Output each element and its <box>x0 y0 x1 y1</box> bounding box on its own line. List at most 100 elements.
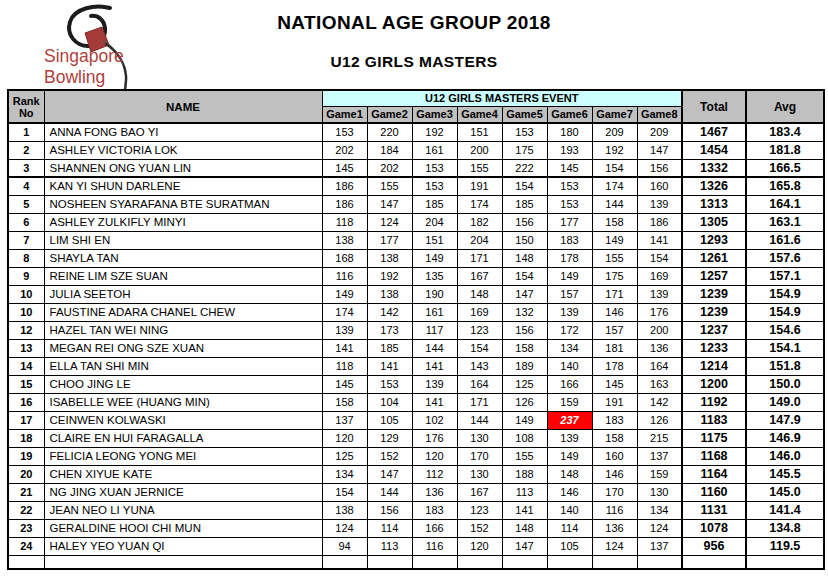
game5-score-cell: 141 <box>502 501 547 519</box>
player-name-cell <box>44 555 322 569</box>
game5-score-cell: 113 <box>502 483 547 501</box>
rank-cell: 3 <box>8 159 44 177</box>
game4-score-cell: 167 <box>457 267 502 285</box>
avg-column-header: Avg <box>746 90 824 123</box>
rank-cell: 7 <box>8 231 44 249</box>
player-name-cell: ISABELLE WEE (HUANG MIN) <box>44 393 322 411</box>
game4-score-cell: 144 <box>457 411 502 429</box>
game5-score-cell: 149 <box>502 411 547 429</box>
table-row: 13MEGAN REI ONG SZE XUAN1411851441541581… <box>8 339 824 357</box>
game1-score-cell: 138 <box>322 231 367 249</box>
table-row: 17CEINWEN KOLWASKI1371051021441492371831… <box>8 411 824 429</box>
game3-score-cell: 144 <box>412 339 457 357</box>
game4-score-cell: 130 <box>457 465 502 483</box>
game5-score-cell <box>502 555 547 569</box>
game5-score-cell: 188 <box>502 465 547 483</box>
avg-cell: 146.0 <box>746 447 824 465</box>
game6-score-cell: 140 <box>547 501 592 519</box>
game5-score-cell: 154 <box>502 177 547 195</box>
game2-score-cell: 124 <box>367 213 412 231</box>
total-cell: 1168 <box>682 447 746 465</box>
player-name-cell: KAN YI SHUN DARLENE <box>44 177 322 195</box>
game8-score-cell: 163 <box>637 375 682 393</box>
game1-score-cell: 125 <box>322 447 367 465</box>
game1-score-cell: 186 <box>322 177 367 195</box>
game2-score-cell: 104 <box>367 393 412 411</box>
game4-score-cell: 171 <box>457 393 502 411</box>
total-cell: 1200 <box>682 375 746 393</box>
total-cell: 1164 <box>682 465 746 483</box>
game7-score-cell: 183 <box>592 411 637 429</box>
total-cell: 1233 <box>682 339 746 357</box>
game1-score-cell: 202 <box>322 141 367 159</box>
name-column-header: NAME <box>44 90 322 123</box>
game3-score-cell: 141 <box>412 357 457 375</box>
game6-score-cell: 193 <box>547 141 592 159</box>
game8-score-cell: 169 <box>637 267 682 285</box>
table-row: 16ISABELLE WEE (HUANG MIN)15810414117112… <box>8 393 824 411</box>
game8-score-cell: 136 <box>637 339 682 357</box>
total-cell: 1078 <box>682 519 746 537</box>
game5-score-cell: 185 <box>502 195 547 213</box>
table-row: 19FELICIA LEONG YONG MEI1251521201701551… <box>8 447 824 465</box>
results-table-header: Rank No NAME U12 GIRLS MASTERS EVENT Tot… <box>8 90 824 123</box>
game1-score-cell: 118 <box>322 213 367 231</box>
game2-score-cell: 156 <box>367 501 412 519</box>
game2-score-cell: 105 <box>367 411 412 429</box>
game7-score-cell: 160 <box>592 447 637 465</box>
game3-column-header: Game3 <box>412 106 457 123</box>
game6-score-cell: 105 <box>547 537 592 555</box>
game2-score-cell: 129 <box>367 429 412 447</box>
game1-score-cell: 137 <box>322 411 367 429</box>
game7-score-cell: 124 <box>592 537 637 555</box>
game5-score-cell: 108 <box>502 429 547 447</box>
rank-cell: 1 <box>8 123 44 141</box>
rank-cell: 2 <box>8 141 44 159</box>
game4-score-cell: 182 <box>457 213 502 231</box>
masthead: Singapore Bowling NATIONAL AGE GROUP 201… <box>0 0 828 89</box>
game7-score-cell: 191 <box>592 393 637 411</box>
game8-score-cell: 130 <box>637 483 682 501</box>
game2-score-cell: 138 <box>367 249 412 267</box>
avg-cell: 163.1 <box>746 213 824 231</box>
game6-score-cell: 153 <box>547 177 592 195</box>
table-row: 21NG JING XUAN JERNICE154144136167113146… <box>8 483 824 501</box>
player-name-cell: JULIA SEETOH <box>44 285 322 303</box>
avg-cell: 134.8 <box>746 519 824 537</box>
game4-score-cell: 191 <box>457 177 502 195</box>
rank-cell: 13 <box>8 339 44 357</box>
avg-cell: 150.0 <box>746 375 824 393</box>
game6-score-cell: 157 <box>547 285 592 303</box>
total-cell: 1261 <box>682 249 746 267</box>
player-name-cell: CHOO JING LE <box>44 375 322 393</box>
game6-score-cell: 139 <box>547 429 592 447</box>
total-cell: 1239 <box>682 285 746 303</box>
results-tbody: 1ANNA FONG BAO YI15322019215115318020920… <box>8 123 824 569</box>
game5-score-cell: 148 <box>502 249 547 267</box>
total-cell: 1183 <box>682 411 746 429</box>
rank-cell: 21 <box>8 483 44 501</box>
game4-score-cell: 171 <box>457 249 502 267</box>
game4-score-cell: 174 <box>457 195 502 213</box>
player-name-cell: NOSHEEN SYARAFANA BTE SURATMAN <box>44 195 322 213</box>
table-row: 3SHANNEN ONG YUAN LIN1452021531552221451… <box>8 159 824 177</box>
game3-score-cell: 116 <box>412 537 457 555</box>
rank-header-line2: No <box>19 107 34 119</box>
game2-score-cell: 141 <box>367 357 412 375</box>
game4-score-cell: 164 <box>457 375 502 393</box>
table-row: 9REINE LIM SZE SUAN116192135167154149175… <box>8 267 824 285</box>
avg-cell: 145.0 <box>746 483 824 501</box>
player-name-cell: CHEN XIYUE KATE <box>44 465 322 483</box>
table-row: 18CLAIRE EN HUI FARAGALLA120129176130108… <box>8 429 824 447</box>
game8-score-cell <box>637 555 682 569</box>
game7-score-cell: 192 <box>592 141 637 159</box>
table-row: 15CHOO JING LE14515313916412516614516312… <box>8 375 824 393</box>
game3-score-cell: 117 <box>412 321 457 339</box>
game2-score-cell: 138 <box>367 285 412 303</box>
game2-score-cell: 114 <box>367 519 412 537</box>
game8-score-cell: 186 <box>637 213 682 231</box>
avg-cell: 145.5 <box>746 465 824 483</box>
avg-cell: 147.9 <box>746 411 824 429</box>
table-row: 7LIM SHI EN13817715120415018314914112931… <box>8 231 824 249</box>
avg-cell: 141.4 <box>746 501 824 519</box>
